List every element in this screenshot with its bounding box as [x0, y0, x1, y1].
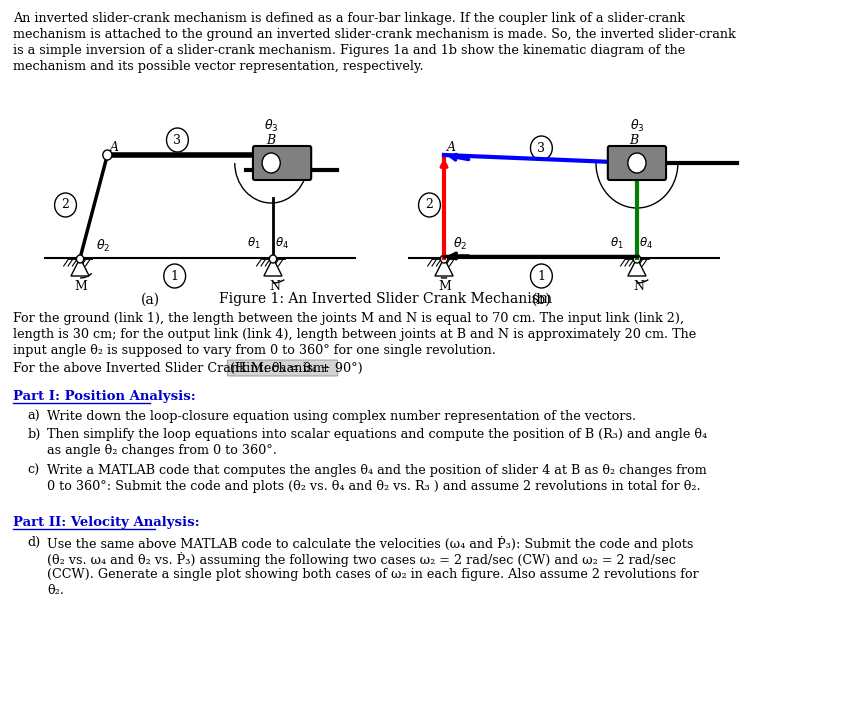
Circle shape	[633, 255, 640, 263]
FancyBboxPatch shape	[253, 146, 311, 180]
Text: For the above Inverted Slider Crank Mechanism:: For the above Inverted Slider Crank Mech…	[13, 362, 333, 375]
Text: d): d)	[27, 536, 41, 549]
Circle shape	[270, 255, 276, 263]
Text: 1: 1	[170, 269, 179, 282]
Text: $\theta_2$: $\theta_2$	[97, 238, 111, 254]
Text: 4: 4	[264, 157, 271, 169]
Text: b): b)	[27, 428, 41, 441]
Text: length is 30 cm; for the output link (link 4), length between joints at B and N : length is 30 cm; for the output link (li…	[13, 328, 696, 341]
Text: mechanism is attached to the ground an inverted slider-crank mechanism is made. : mechanism is attached to the ground an i…	[13, 28, 735, 41]
Text: For the ground (link 1), the length between the joints M and N is equal to 70 cm: For the ground (link 1), the length betw…	[13, 312, 683, 325]
Circle shape	[262, 153, 280, 173]
Text: Part I: Position Analysis:: Part I: Position Analysis:	[13, 390, 196, 403]
Polygon shape	[435, 258, 453, 276]
Text: Use the same above MATLAB code to calculate the velocities (ω₄ and Ṗ₃): Submit t: Use the same above MATLAB code to calcul…	[47, 536, 694, 551]
Text: A: A	[110, 141, 119, 154]
Circle shape	[54, 193, 76, 217]
Text: a): a)	[27, 410, 40, 423]
Circle shape	[419, 193, 440, 217]
Text: N: N	[633, 280, 644, 293]
Text: (a): (a)	[141, 293, 159, 307]
Text: $\theta_1$: $\theta_1$	[248, 236, 261, 251]
Text: (b): (b)	[532, 293, 551, 307]
Text: N: N	[270, 280, 281, 293]
Text: 3: 3	[538, 142, 545, 155]
Circle shape	[164, 264, 186, 288]
FancyBboxPatch shape	[227, 360, 338, 376]
Text: mechanism and its possible vector representation, respectively.: mechanism and its possible vector repres…	[13, 60, 423, 73]
Circle shape	[440, 255, 448, 263]
Text: Write down the loop-closure equation using complex number representation of the : Write down the loop-closure equation usi…	[47, 410, 637, 423]
Text: c): c)	[27, 464, 40, 477]
Text: 0 to 360°: Submit the code and plots (θ₂ vs. θ₄ and θ₂ vs. R₃ ) and assume 2 rev: 0 to 360°: Submit the code and plots (θ₂…	[47, 480, 701, 493]
Text: 3: 3	[174, 133, 181, 147]
Polygon shape	[264, 258, 282, 276]
Text: $\theta_4$: $\theta_4$	[275, 236, 289, 251]
Circle shape	[531, 264, 552, 288]
FancyBboxPatch shape	[608, 146, 666, 180]
Circle shape	[103, 150, 112, 160]
Circle shape	[628, 153, 646, 173]
Text: (Hint: θ₃ = θ₄ + 90°): (Hint: θ₃ = θ₄ + 90°)	[230, 362, 363, 375]
Text: 1: 1	[538, 269, 545, 282]
Text: A: A	[447, 141, 455, 154]
Text: M: M	[438, 280, 451, 293]
Text: $\theta_3$: $\theta_3$	[264, 118, 278, 134]
Text: $\theta_3$: $\theta_3$	[630, 118, 644, 134]
Text: Part II: Velocity Analysis:: Part II: Velocity Analysis:	[13, 516, 199, 529]
Text: $\theta_2$: $\theta_2$	[453, 236, 467, 252]
Text: (θ₂ vs. ω₄ and θ₂ vs. Ṗ₃) assuming the following two cases ω₂ = 2 rad/sec (CW) a: (θ₂ vs. ω₄ and θ₂ vs. Ṗ₃) assuming the f…	[47, 552, 676, 567]
Text: θ₂.: θ₂.	[47, 584, 64, 597]
Polygon shape	[628, 258, 646, 276]
Text: $\theta_1$: $\theta_1$	[610, 236, 623, 251]
Circle shape	[531, 136, 552, 160]
Circle shape	[76, 255, 84, 263]
Text: 2: 2	[426, 199, 433, 211]
Text: Then simplify the loop equations into scalar equations and compute the position : Then simplify the loop equations into sc…	[47, 428, 707, 441]
Polygon shape	[71, 258, 89, 276]
Text: $\theta_4$: $\theta_4$	[639, 236, 653, 251]
Text: as angle θ₂ changes from 0 to 360°.: as angle θ₂ changes from 0 to 360°.	[47, 444, 277, 457]
Text: B: B	[630, 134, 639, 147]
Text: (CCW). Generate a single plot showing both cases of ω₂ in each figure. Also assu: (CCW). Generate a single plot showing bo…	[47, 568, 699, 581]
Text: Figure 1: An Inverted Slider Crank Mechanism: Figure 1: An Inverted Slider Crank Mecha…	[220, 292, 552, 306]
Text: An inverted slider-crank mechanism is defined as a four-bar linkage. If the coup: An inverted slider-crank mechanism is de…	[13, 12, 684, 25]
Text: input angle θ₂ is supposed to vary from 0 to 360° for one single revolution.: input angle θ₂ is supposed to vary from …	[13, 344, 495, 357]
Text: 2: 2	[62, 199, 70, 211]
Text: M: M	[75, 280, 87, 293]
Circle shape	[166, 128, 188, 152]
Text: B: B	[266, 134, 276, 147]
Text: is a simple inversion of a slider-crank mechanism. Figures 1a and 1b show the ki: is a simple inversion of a slider-crank …	[13, 44, 685, 57]
Text: Write a MATLAB code that computes the angles θ₄ and the position of slider 4 at : Write a MATLAB code that computes the an…	[47, 464, 707, 477]
